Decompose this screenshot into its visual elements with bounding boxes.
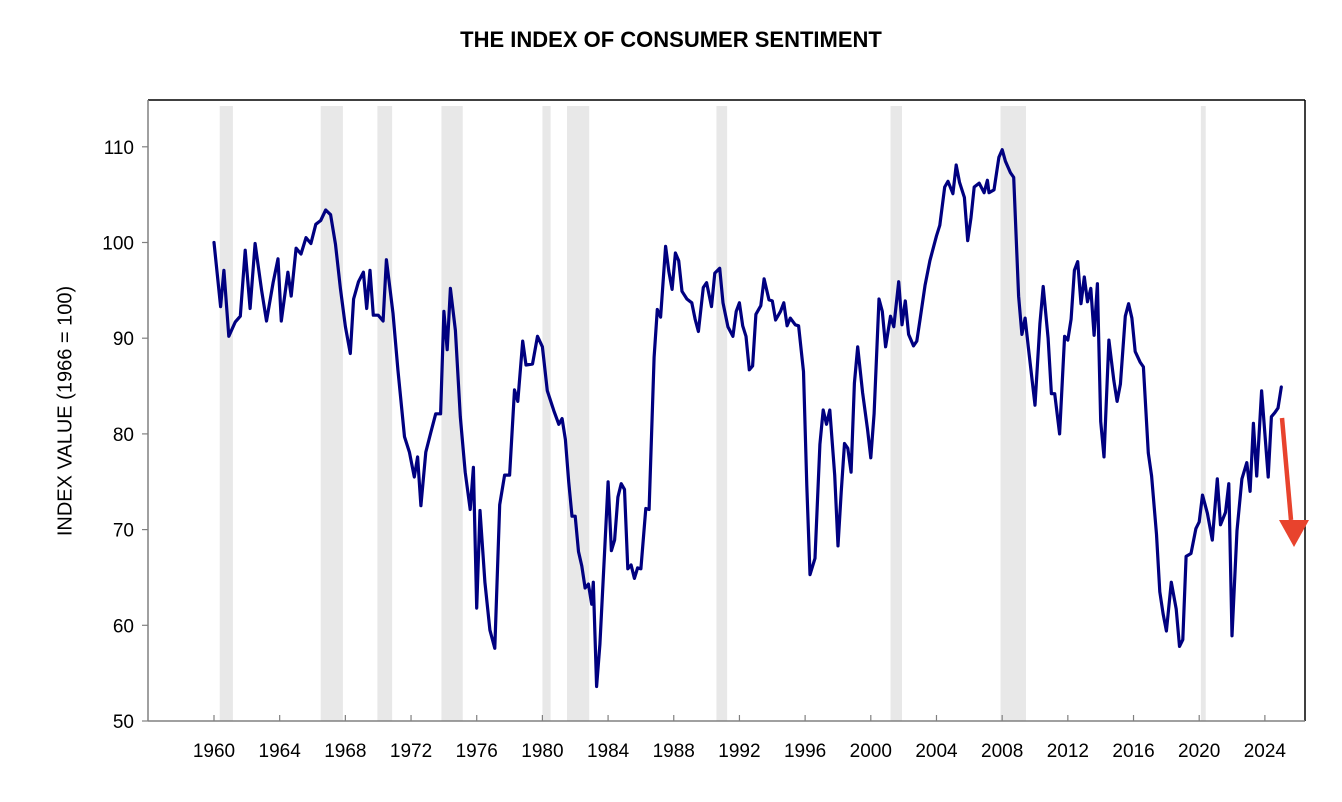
x-tick-label: 2004 bbox=[915, 741, 958, 762]
x-tick-label: 1968 bbox=[324, 741, 366, 762]
recession-band bbox=[219, 106, 233, 721]
y-tick-label: 110 bbox=[104, 138, 134, 159]
y-tick-label: 50 bbox=[113, 712, 134, 733]
x-tick-label: 2008 bbox=[981, 741, 1023, 762]
chart-title: THE INDEX OF CONSUMER SENTIMENT bbox=[460, 27, 882, 52]
recession-band bbox=[441, 106, 463, 721]
recession-band bbox=[320, 106, 343, 721]
y-tick-label: 70 bbox=[113, 521, 134, 542]
x-tick-label: 1972 bbox=[390, 741, 432, 762]
plot-frame bbox=[147, 99, 1306, 722]
x-tick-label: 2024 bbox=[1244, 741, 1287, 762]
x-axis-ticks: 1960 1964 1968 1972 1976 1980 1984 1988 1992 1996… bbox=[193, 715, 1287, 762]
recession-band bbox=[567, 106, 590, 721]
recession-band bbox=[542, 106, 551, 721]
recession-band bbox=[716, 106, 728, 721]
recession-band bbox=[1200, 106, 1206, 721]
y-tick-label: 90 bbox=[113, 329, 134, 350]
annotations bbox=[1279, 417, 1309, 547]
arrow-shaft bbox=[1279, 417, 1294, 521]
y-axis-ticks: 50 60 70 80 90 100 110 bbox=[102, 138, 148, 733]
arrow-head-icon bbox=[1279, 520, 1309, 547]
x-tick-label: 1964 bbox=[259, 741, 302, 762]
x-tick-label: 1976 bbox=[456, 741, 498, 762]
recession-band bbox=[1000, 106, 1026, 721]
x-tick-label: 1984 bbox=[587, 741, 630, 762]
recession-band bbox=[890, 106, 902, 721]
x-tick-label: 1960 bbox=[193, 741, 235, 762]
x-tick-label: 1996 bbox=[784, 741, 826, 762]
recession-band bbox=[377, 106, 393, 721]
series-lines bbox=[212, 148, 1283, 689]
x-tick-label: 1988 bbox=[653, 741, 695, 762]
x-tick-label: 2000 bbox=[850, 741, 892, 762]
y-tick-label: 80 bbox=[113, 425, 134, 446]
series-line-consumer-sentiment bbox=[212, 148, 1283, 689]
y-tick-label: 100 bbox=[102, 234, 134, 255]
x-tick-label: 1992 bbox=[718, 741, 760, 762]
x-tick-label: 2020 bbox=[1178, 741, 1220, 762]
x-tick-label: 2016 bbox=[1112, 741, 1154, 762]
x-tick-label: 1980 bbox=[521, 741, 563, 762]
x-tick-label: 2012 bbox=[1047, 741, 1089, 762]
y-tick-label: 60 bbox=[113, 616, 134, 637]
